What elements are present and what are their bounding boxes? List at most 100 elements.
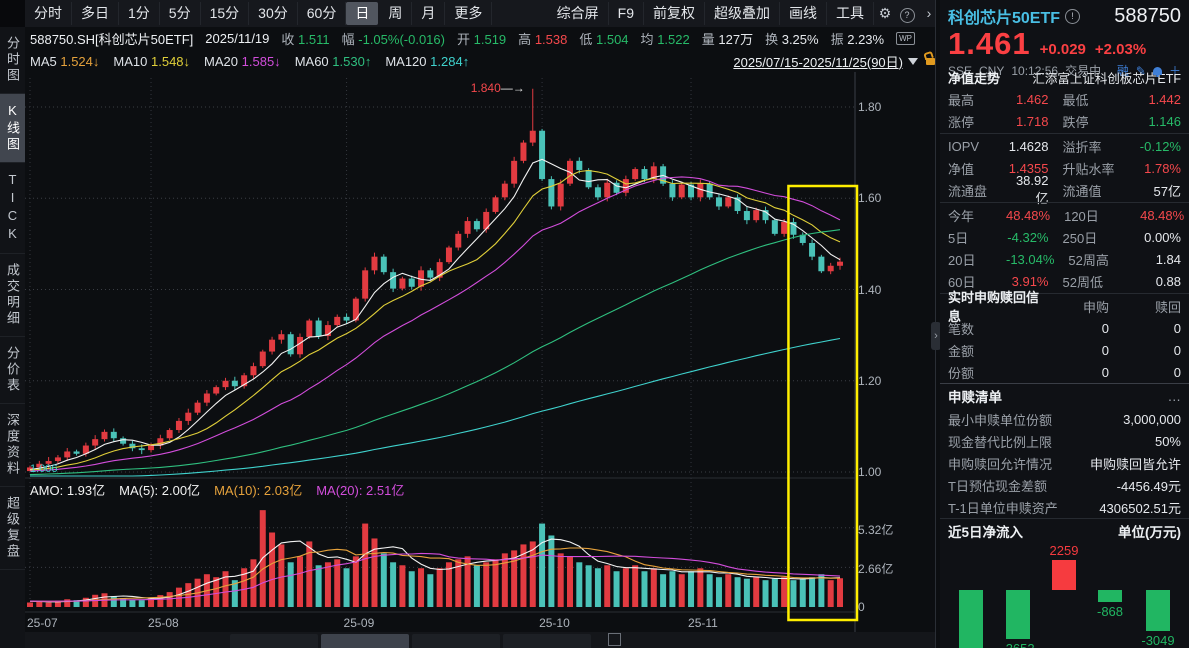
last-price: 1.461 [948,26,1031,61]
list-row: 申购赎回允许情况 申购赎回皆允许 [948,456,1181,472]
change-pair: 幅 -1.05%(-0.016) [341,32,445,47]
bottom-checkbox-icon[interactable] [608,633,621,646]
symbol-code: 588750.SH[科创芯片50ETF] [30,32,194,47]
sidebar-item-fenshitu[interactable]: 分时图 [0,27,25,94]
btn-composite-screen[interactable]: 综合屏 [548,2,609,25]
net-inflow-bar [959,590,983,648]
subscription-list-header: 申赎清单 … [940,383,1189,408]
price-tick: 1.00 [858,465,882,479]
stat-row: 5日 -4.32% 250日 0.00% [948,229,1181,246]
price-tick: 1.20 [858,373,882,388]
high-price-annotation: 1.840—→ [470,80,525,95]
kline-chart-area[interactable]: 1.80 1.60 1.40 1.20 1.00 5.32亿 2.66亿 0 2… [25,72,935,632]
low-pair: 低 1.504 [579,32,629,47]
nav-value-row[interactable]: 净值走势 汇添富上证科创板芯片ETF [940,66,1189,88]
add-plus-icon[interactable]: ＋ [1168,64,1181,78]
tab-fenshi[interactable]: 分时 [25,2,72,25]
list-row: T日预估现金差额 -4456.49元 [948,478,1181,494]
volume-tick: 0 [858,600,865,614]
list-row: 最小申赎单位份额 3,000,000 [948,411,1181,428]
wp-icon[interactable]: WP [896,32,915,45]
price-change: +0.029 [1039,41,1086,58]
tab-weekly[interactable]: 周 [379,2,413,25]
tab-15min[interactable]: 15分 [201,2,250,25]
ma10-pair: MA10 1.548↓ [113,53,191,69]
right-quote-panel: 科创芯片50ETF ! 588750 1.461 +0.029 +2.03% S… [940,0,1189,648]
quote-time: 10:12:56 [1011,63,1059,78]
bottom-tab-active[interactable] [321,634,409,648]
volume-tick: 2.66亿 [858,562,894,577]
unlock-icon[interactable] [926,57,935,65]
stat-row: 净值 1.4355 升贴水率 1.78% [948,160,1181,177]
sidebar-item-chaoji-fupan[interactable]: 超级复盘 [0,487,25,570]
btn-super-overlay[interactable]: 超级叠加 [705,2,780,25]
stat-row: 今年 48.48% 120日 48.48% [948,207,1185,224]
tab-60min[interactable]: 60分 [298,2,347,25]
sidebar-item-fenjiabiao[interactable]: 分价表 [0,337,25,404]
panel-collapse-handle[interactable]: › [931,322,941,350]
btn-forward-adjust[interactable]: 前复权 [644,2,705,25]
low-price-annotation: 1.006 [30,463,58,476]
tab-duori[interactable]: 多日 [72,2,119,25]
ma-values-bar: MA5 1.524↓ MA10 1.548↓ MA20 1.585↓ MA60 … [25,50,945,72]
edit-pencil-icon[interactable]: ✎ [1135,63,1146,78]
nav-title: 净值走势 [948,70,1001,86]
btn-tools[interactable]: 工具 [827,2,874,25]
bottom-tab[interactable] [503,634,591,648]
net-inflow-bar-label: -3652 [988,641,1048,648]
bottom-tab[interactable] [412,634,500,648]
list-row: T-1日单位申赎资产 4306502.51元 [948,500,1181,516]
ma5-pair: MA5 1.524↓ [30,53,100,69]
help-icon[interactable]: ? [896,2,918,25]
exchange-label: SSE [948,63,973,78]
tab-1min[interactable]: 1分 [119,2,160,25]
date-tick: 25-10 [539,616,570,630]
price-change-pct: +2.03% [1094,41,1147,58]
sidebar-item-tick[interactable]: TICK [0,163,25,254]
date-tick: 25-11 [688,616,718,630]
realtime-subscription-header: 实时申购赎回信息 申购 赎回 [948,290,1181,324]
tab-more[interactable]: 更多 [445,2,493,25]
dropdown-arrow-icon [908,57,918,65]
net-inflow-header: 近5日净流入 单位(万元) [940,518,1189,543]
btn-f9[interactable]: F9 [609,2,644,25]
date-range-selector[interactable]: 2025/07/15-2025/11/25(90日) [733,52,945,71]
date-tick: 25-07 [27,616,58,630]
high-pair: 高 1.538 [518,32,568,47]
stat-row: 涨停 1.718 跌停 1.146 [948,113,1181,130]
ma120-pair: MA120 1.284↑ [385,53,470,69]
open-pair: 开 1.519 [456,32,507,47]
sidebar-item-shendu-ziliao[interactable]: 深度资料 [0,404,25,487]
bar-date: 2025/11/19 [205,31,270,46]
net-inflow-bar [1006,590,1030,639]
btn-draw-line[interactable]: 画线 [780,2,827,25]
net-inflow-bar [1146,590,1170,631]
volume-pair: 量 127万 [701,32,754,47]
tab-5min[interactable]: 5分 [160,2,201,25]
gear-icon[interactable]: ⚙ [878,5,892,21]
chevron-right-icon[interactable]: › [926,5,932,21]
sidebar-item-chengjiaomingxi[interactable]: 成交明细 [0,254,25,337]
bottom-tab-strip [25,632,940,648]
quote-header: 科创芯片50ETF ! 588750 1.461 +0.029 +2.03% S… [940,0,1189,79]
bottom-tab[interactable] [230,634,318,648]
close-pair: 收 1.511 [281,32,330,47]
rt-row: 金额 0 0 [948,342,1181,359]
net-inflow-bar [1098,590,1122,602]
quote-info-bar: 588750.SH[科创芯片50ETF] 2025/11/19 收 1.511 … [25,27,945,50]
kline-chart[interactable] [25,72,935,632]
date-tick: 25-08 [148,616,179,630]
tab-monthly[interactable]: 月 [412,2,446,25]
more-ellipsis-button[interactable]: … [1167,388,1182,404]
tab-30min[interactable]: 30分 [249,2,298,25]
alert-bell-icon[interactable] [1152,66,1162,77]
amo-value: AMO: 1.93亿 [30,483,106,498]
info-circle-icon[interactable]: ! [1065,8,1081,24]
sidebar-item-kxiantu[interactable]: K线图 [0,94,25,163]
stat-row: 20日 -13.04% 52周高 1.84 [948,251,1181,268]
volume-tick: 5.32亿 [858,522,894,537]
stat-row: 流通盘 38.92亿 流通值 57亿 [948,173,1181,206]
amount-ma-bar: AMO: 1.93亿 MA(5): 2.00亿 MA(10): 2.03亿 MA… [30,480,404,499]
tab-daily[interactable]: 日 [346,2,379,25]
